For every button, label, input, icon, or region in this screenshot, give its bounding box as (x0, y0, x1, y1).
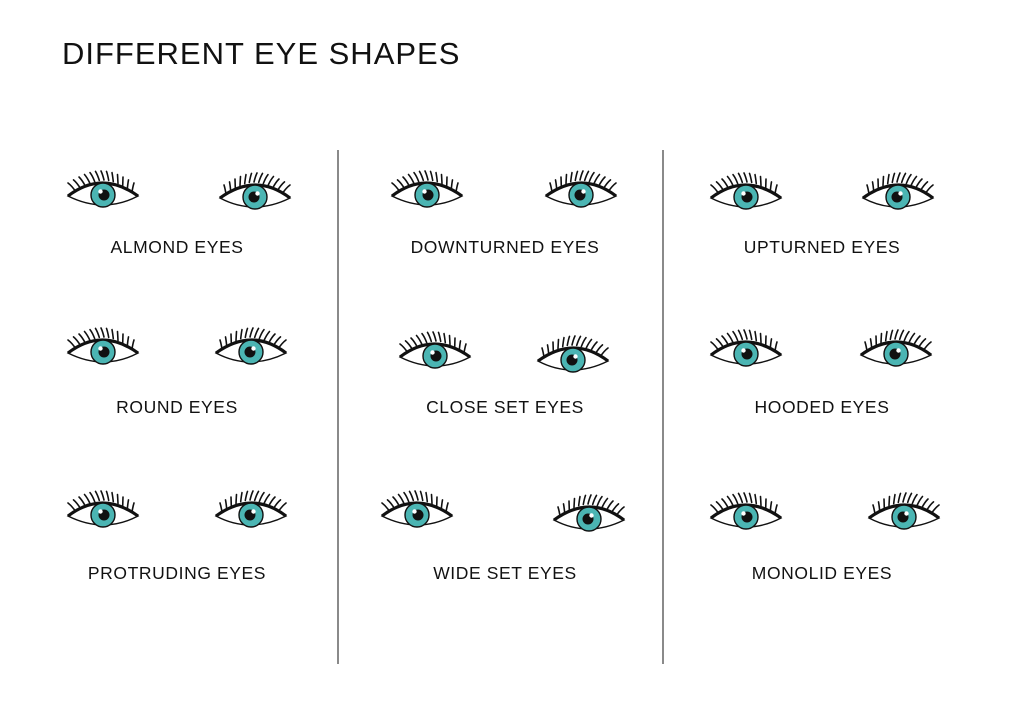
right-eye-icon (208, 490, 290, 540)
left-eye-icon (64, 490, 146, 540)
eye-shape-upturned: UPTURNED EYES (677, 168, 967, 288)
eye-shape-label: CLOSE SET EYES (426, 397, 584, 417)
right-eye-icon (861, 492, 943, 542)
eye-shape-round: ROUND EYES (32, 325, 322, 445)
eye-shape-downturned: DOWNTURNED EYES (360, 168, 650, 288)
right-eye-icon (212, 172, 294, 222)
eye-shape-label: PROTRUDING EYES (87, 563, 267, 583)
right-eye-icon (538, 170, 620, 220)
page-title: DIFFERENT EYE SHAPES (62, 36, 461, 71)
left-eye-icon (64, 170, 146, 220)
right-eye-icon (853, 329, 935, 379)
left-eye-icon (707, 329, 789, 379)
eye-shape-monolid: MONOLID EYES (677, 484, 967, 604)
eye-shape-almond: ALMOND EYES (32, 168, 322, 288)
eye-shape-label: ROUND EYES (116, 397, 238, 417)
eye-shape-label: WIDE SET EYES (433, 563, 577, 583)
right-eye-icon (546, 494, 628, 544)
eye-shape-wide-set: WIDE SET EYES (360, 484, 650, 604)
left-eye-icon (707, 172, 789, 222)
eye-shape-protruding: PROTRUDING EYES (32, 484, 322, 604)
eye-shape-label: UPTURNED EYES (743, 237, 901, 257)
eye-shape-close-set: CLOSE SET EYES (360, 325, 650, 445)
column-divider-left (337, 150, 339, 664)
left-eye-icon (396, 331, 478, 381)
eye-shape-label: DOWNTURNED EYES (410, 237, 600, 257)
right-eye-icon (855, 172, 937, 222)
eye-shape-label: HOODED EYES (754, 397, 890, 417)
left-eye-icon (388, 170, 470, 220)
eye-shape-hooded: HOODED EYES (677, 325, 967, 445)
right-eye-icon (208, 327, 290, 377)
left-eye-icon (64, 327, 146, 377)
right-eye-icon (530, 335, 612, 385)
left-eye-icon (378, 490, 460, 540)
eye-shape-label: ALMOND EYES (110, 237, 244, 257)
eye-shape-label: MONOLID EYES (751, 563, 893, 583)
column-divider-right (662, 150, 664, 664)
left-eye-icon (707, 492, 789, 542)
